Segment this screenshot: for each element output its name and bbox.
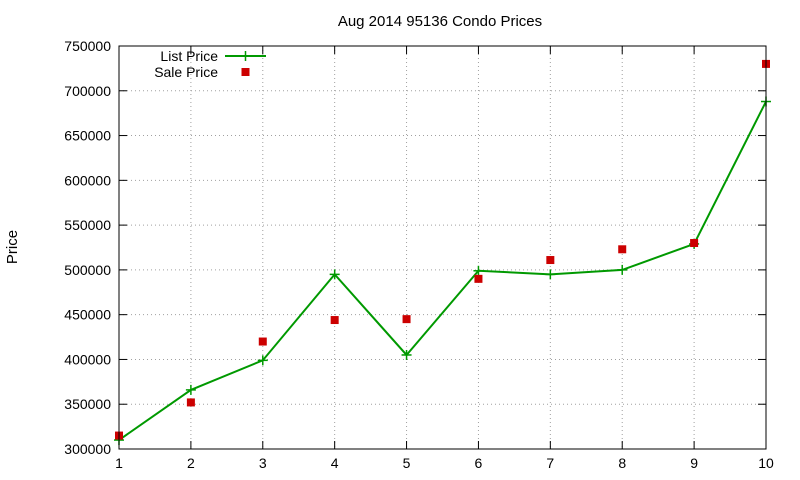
y-tick-label: 300000 (64, 441, 111, 457)
chart-title: Aug 2014 95136 Condo Prices (338, 13, 542, 30)
data-point (617, 264, 628, 275)
x-tick-label: 1 (115, 455, 123, 471)
series-sale-price (115, 59, 770, 440)
series-line (118, 101, 767, 441)
data-point (546, 256, 555, 265)
x-tick-label: 9 (690, 455, 698, 471)
data-point (258, 337, 267, 346)
x-tick-label: 7 (546, 455, 554, 471)
y-axis-label: Price (4, 230, 21, 264)
y-tick-label: 350000 (64, 396, 111, 412)
data-point (257, 355, 268, 366)
x-tick-label: 5 (403, 455, 411, 471)
grid-lines (119, 46, 766, 449)
data-point (401, 349, 412, 360)
x-tick-label: 2 (187, 455, 195, 471)
series-layer (114, 59, 771, 446)
data-point (474, 274, 483, 283)
x-tick-label: 6 (475, 455, 483, 471)
y-tick-label: 650000 (64, 128, 111, 144)
data-point (329, 269, 340, 280)
x-tick-label: 10 (758, 455, 774, 471)
y-tick-label: 400000 (64, 351, 111, 367)
y-tick-label: 550000 (64, 217, 111, 233)
y-tick-label: 450000 (64, 307, 111, 323)
legend-label: Sale Price (154, 64, 218, 80)
data-point (330, 316, 339, 325)
y-tick-label: 750000 (64, 38, 111, 54)
x-tick-label: 8 (618, 455, 626, 471)
series-list-price (114, 96, 771, 446)
axis-ticks: 300000 350000 400000 450000 500000 550000 6000… (64, 38, 774, 471)
data-point (402, 315, 411, 324)
data-point (618, 245, 627, 254)
data-point (690, 239, 699, 248)
plot-border (118, 45, 767, 450)
y-tick-label: 500000 (64, 262, 111, 278)
legend-marker (241, 68, 250, 76)
data-point (473, 265, 484, 276)
y-tick-label: 700000 (64, 83, 111, 99)
data-point (545, 269, 556, 280)
y-tick-label: 600000 (64, 172, 111, 188)
data-point (186, 398, 195, 407)
x-tick-label: 4 (331, 455, 339, 471)
legend-marker (240, 51, 251, 61)
x-tick-label: 3 (259, 455, 267, 471)
data-point (185, 384, 196, 395)
legend-label: List Price (160, 48, 218, 64)
